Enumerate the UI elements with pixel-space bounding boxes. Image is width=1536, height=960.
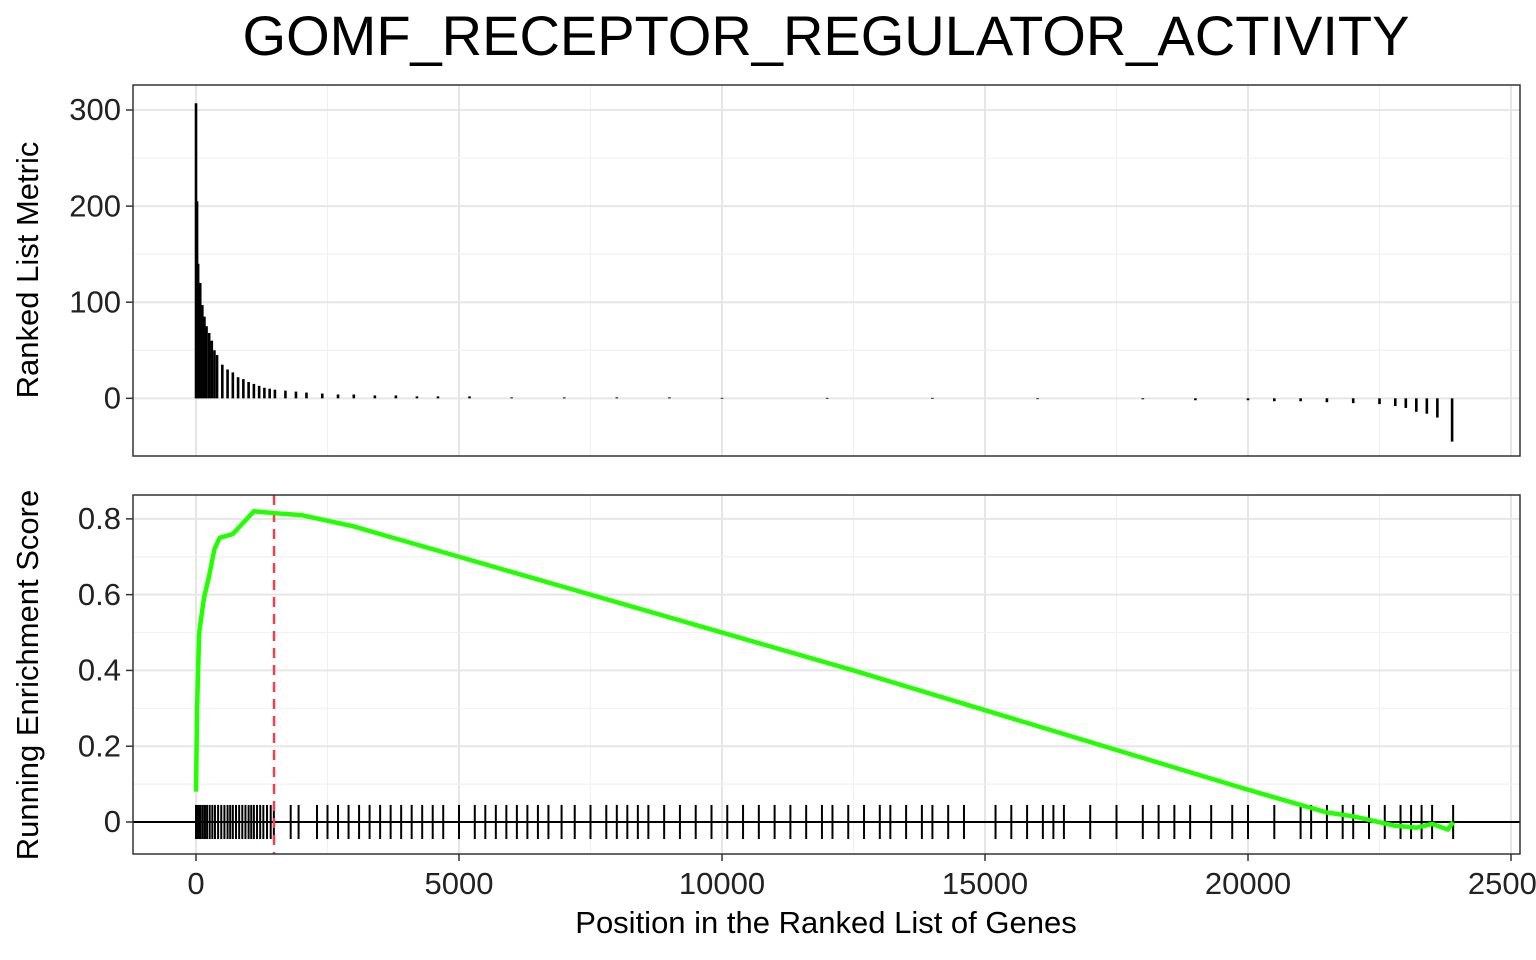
bar: [203, 316, 206, 399]
bar: [394, 395, 398, 399]
bar: [1325, 398, 1329, 403]
y-tick-label: 300: [69, 92, 121, 127]
bar: [562, 397, 566, 399]
bar: [294, 391, 298, 399]
x-tick-label: 25000: [1468, 866, 1536, 901]
y-axis-title: Ranked List Metric: [10, 142, 45, 399]
enrichment-line: [193, 509, 1455, 832]
bar: [1036, 398, 1039, 400]
y-tick-label: 0: [104, 381, 121, 416]
bar: [284, 390, 287, 399]
x-tick-label: 15000: [942, 866, 1028, 901]
bar: [236, 377, 240, 399]
bar: [468, 396, 471, 399]
bar: [510, 397, 513, 399]
bar: [252, 383, 256, 399]
bar: [231, 372, 235, 399]
bar: [305, 392, 308, 399]
bar: [352, 394, 356, 399]
x-tick-label: 5000: [425, 866, 494, 901]
bar: [1246, 398, 1250, 401]
y-tick-label: 100: [69, 284, 121, 319]
y-tick-label: 0.2: [78, 728, 121, 763]
bar: [1404, 398, 1408, 408]
bar: [1194, 398, 1197, 401]
y-tick-label: 0: [104, 804, 121, 839]
bar: [668, 397, 671, 399]
bar: [273, 389, 277, 399]
bar: [242, 379, 245, 399]
bar: [226, 369, 229, 399]
bar: [257, 385, 261, 399]
bar: [1425, 398, 1429, 414]
x-tick-label: 10000: [679, 866, 765, 901]
bar: [247, 381, 250, 399]
bar: [201, 305, 204, 399]
bar: [207, 332, 211, 399]
panel-background: [133, 495, 1520, 854]
y-axis-title: Running Enrichment Score: [10, 490, 45, 860]
x-axis-title: Position in the Ranked List of Genes: [575, 905, 1076, 940]
bar: [415, 396, 419, 399]
bar: [336, 394, 340, 399]
bar: [931, 397, 934, 399]
x-tick-label: 20000: [1205, 866, 1291, 901]
bar: [198, 282, 202, 399]
bar: [720, 397, 724, 399]
y-tick-label: 200: [69, 188, 121, 223]
bar: [1273, 398, 1276, 402]
bar: [373, 395, 377, 399]
panel-border: [132, 494, 1521, 855]
bar: [1299, 398, 1302, 402]
panel-background: [133, 85, 1520, 456]
panel-border: [132, 84, 1521, 457]
bar: [1378, 398, 1381, 405]
bar: [263, 387, 266, 399]
bar: [825, 397, 829, 399]
bar: [1141, 398, 1145, 400]
bar: [268, 388, 271, 399]
bar: [320, 393, 324, 399]
bar: [1393, 398, 1397, 407]
bar: [436, 396, 440, 399]
bar: [1351, 398, 1355, 404]
bar: [205, 326, 208, 399]
bar: [615, 397, 619, 399]
bar: [215, 355, 219, 399]
y-tick-label: 0.4: [78, 653, 121, 688]
bar: [221, 364, 224, 399]
bar: [210, 340, 214, 399]
bar: [1450, 398, 1454, 442]
y-tick-label: 0.8: [78, 501, 121, 536]
bar: [1436, 398, 1439, 418]
chart-title: GOMF_RECEPTOR_REGULATOR_ACTIVITY: [243, 4, 1410, 67]
x-tick-label: 0: [187, 866, 204, 901]
bar: [213, 350, 216, 399]
bar: [1415, 398, 1418, 412]
y-tick-label: 0.6: [78, 577, 121, 612]
bar: [196, 263, 200, 399]
